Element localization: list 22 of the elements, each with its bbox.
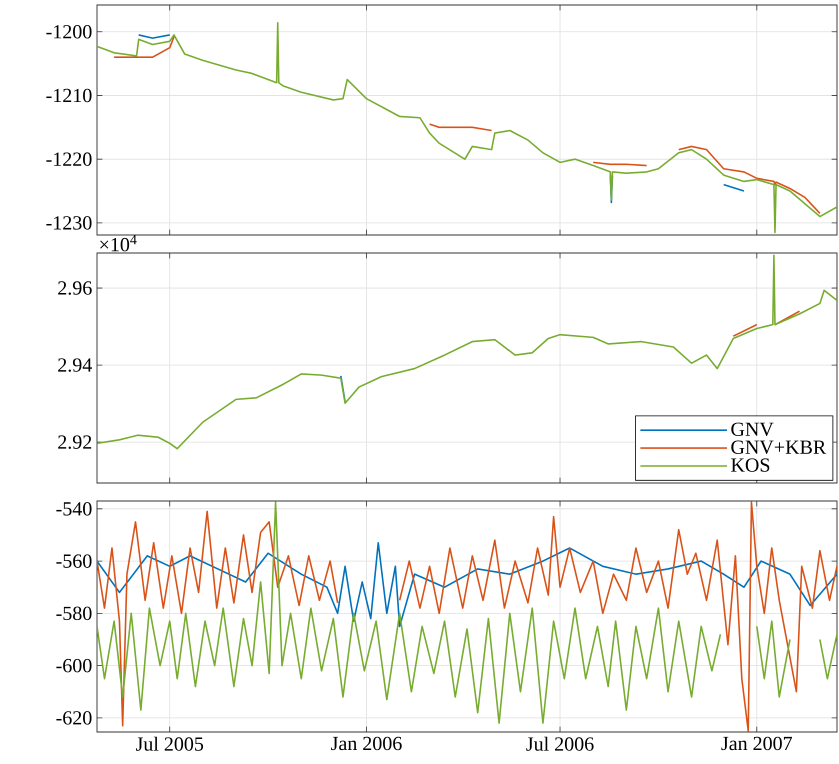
y-tick-label: -580 (56, 606, 92, 620)
y-tick-label: -620 (56, 711, 92, 725)
y-tick-label: 2.92 (58, 435, 92, 449)
y-tick-label: -1230 (46, 216, 92, 230)
y-tick-label: -1200 (46, 25, 92, 38)
legend-label: GNV (731, 422, 774, 436)
y-tick-label: -1220 (46, 152, 92, 166)
y-tick-label: -540 (56, 502, 92, 516)
x-tick-label: Jul 2006 (526, 736, 594, 751)
legend-label: KOS (731, 458, 770, 472)
y-tick-label: -1210 (46, 88, 92, 102)
legend-label: GNV+KBR (731, 440, 826, 454)
y-tick-label: 2.96 (58, 281, 92, 295)
line-series (97, 542, 837, 628)
line-series (97, 22, 837, 234)
y-tick-label: -600 (56, 658, 92, 672)
y-tick-label: -560 (56, 554, 92, 568)
x-tick-label: Jan 2007 (721, 736, 792, 750)
x-tick-label: Jan 2006 (331, 736, 402, 750)
y-tick-label: 2.94 (58, 358, 92, 372)
x-tick-label: Jul 2005 (136, 736, 204, 751)
text: ×10$^{4}$ (100, 235, 137, 252)
